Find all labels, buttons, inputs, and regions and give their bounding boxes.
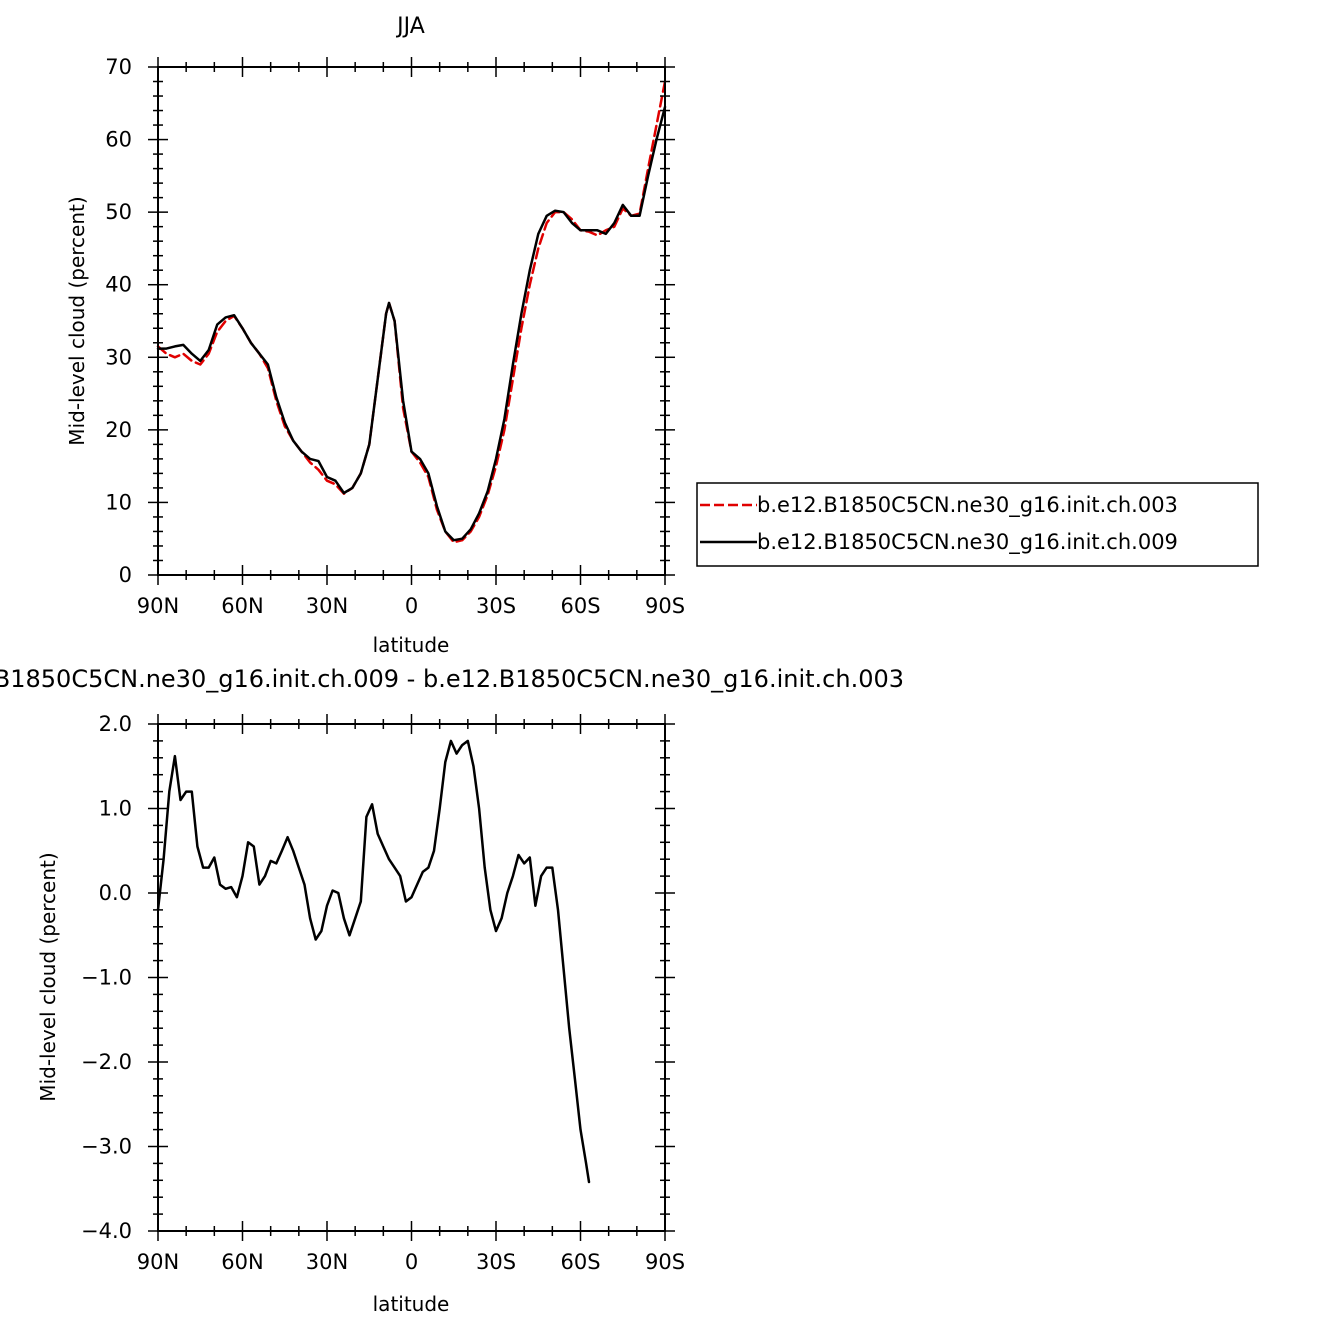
plot-frame [157,723,666,1232]
x-tick-label: 60N [221,1250,263,1274]
x-tick-label: 60S [560,594,600,618]
legend: b.e12.B1850C5CN.ne30_g16.init.ch.003 b.e… [696,482,1259,567]
x-tick-label: 30N [306,594,348,618]
y-tick-label: 60 [105,128,132,152]
y-tick-label: 30 [105,345,132,369]
x-tick-label: 60S [560,1250,600,1274]
y-tick-label: 2.0 [99,712,132,736]
legend-box [696,482,1259,567]
x-tick-label: 90N [137,594,179,618]
y-axis-label: Mid-level cloud (percent) [65,196,89,445]
chart-top: JJA Mid-level cloud (percent) latitude 9… [65,14,1259,657]
y-tick-label: 40 [105,273,132,297]
chart-bottom: b.e12.B1850C5CN.ne30_g16.init.ch.009 - b… [0,665,904,1316]
x-tick-label: 90N [137,1250,179,1274]
y-tick-label: −4.0 [81,1219,132,1243]
legend-label-series-1: b.e12.B1850C5CN.ne30_g16.init.ch.003 [757,493,1178,518]
y-tick-label: 20 [105,418,132,442]
series-line-1 [156,739,591,1184]
x-tick-label: 30N [306,1250,348,1274]
series-line-2 [156,105,667,542]
y-tick-label: −2.0 [81,1050,132,1074]
x-axis-label: latitude [373,633,450,657]
series-line-1 [156,80,667,544]
x-tick-label: 0 [405,594,418,618]
y-tick-label: 1.0 [99,797,132,821]
legend-label-series-2: b.e12.B1850C5CN.ne30_g16.init.ch.009 [757,530,1178,555]
y-tick-label: 10 [105,490,132,514]
x-tick-label: 30S [476,594,516,618]
plot-frame [157,66,666,576]
x-axis-label: latitude [373,1292,450,1316]
y-tick-label: 50 [105,200,132,224]
y-tick-label: 0.0 [99,881,132,905]
y-axis-label: Mid-level cloud (percent) [36,852,60,1101]
y-tick-label: −3.0 [81,1135,132,1159]
x-tick-label: 60N [221,594,263,618]
chart-title: JJA [395,14,425,39]
y-tick-label: −1.0 [81,966,132,990]
chart-title: b.e12.B1850C5CN.ne30_g16.init.ch.009 - b… [0,665,904,693]
x-tick-label: 30S [476,1250,516,1274]
y-tick-label: 70 [105,55,132,79]
x-tick-label: 90S [645,594,685,618]
x-tick-label: 0 [405,1250,418,1274]
y-tick-label: 0 [119,563,132,587]
x-tick-label: 90S [645,1250,685,1274]
